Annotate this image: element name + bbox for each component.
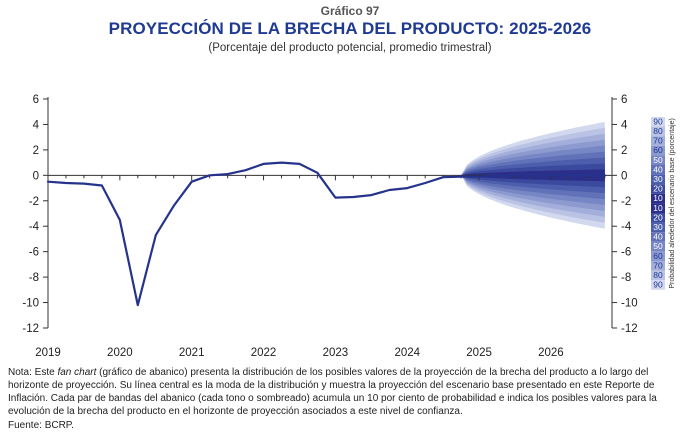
left-tick-label: -12	[22, 323, 39, 335]
right-tick-label: 2	[621, 145, 627, 157]
legend-label: 10	[653, 193, 663, 203]
legend-label: 40	[653, 164, 663, 174]
right-tick-label: 4	[621, 119, 628, 131]
chart-title: PROYECCIÓN DE LA BRECHA DEL PRODUCTO: 20…	[108, 19, 592, 38]
legend-label: 80	[653, 126, 663, 136]
legend-swatch	[651, 174, 665, 185]
right-tick-label: -12	[621, 323, 638, 335]
right-tick-label: -6	[621, 247, 631, 259]
legend-swatch	[651, 136, 665, 146]
left-tick-label: -2	[29, 196, 39, 208]
year-label: 2022	[251, 347, 277, 359]
legend-swatch	[651, 251, 665, 261]
fan-chart: 6 64 42 20 0-2 -2-4 -4-6 -6-8 -8-10 -10-12 -122019…	[22, 94, 676, 359]
left-tick-label: 2	[33, 145, 39, 157]
legend-swatch	[651, 165, 665, 175]
right-tick-label: -2	[621, 196, 631, 208]
legend-label: 50	[653, 155, 663, 165]
legend-label: 20	[653, 184, 663, 194]
chart-subtitle: (Porcentaje del producto potencial, prom…	[208, 42, 492, 54]
legend-swatch	[651, 155, 665, 165]
legend-label: 80	[653, 270, 663, 280]
legend-label: 90	[653, 280, 663, 290]
legend-swatch	[651, 184, 665, 194]
legend-swatch	[651, 232, 665, 242]
output-gap-series-line	[46, 161, 606, 307]
legend-label: 90	[653, 116, 663, 126]
legend-swatch	[651, 193, 665, 204]
legend-label: 70	[653, 260, 663, 270]
chart-axes: 6 6 4 4 2 2 0 0 -2 -2 -4 -4 -6 -6 -8 -8 -10 -10 -12 -12 2019…	[22, 94, 637, 359]
year-label: 2024	[394, 347, 420, 359]
legend-swatch	[651, 270, 665, 281]
legend-label: 50	[653, 241, 663, 251]
output-gap-line	[46, 161, 606, 307]
right-tick-label: -10	[621, 298, 638, 310]
chart-note: Nota: Este fan chart (gráfico de abanico…	[8, 366, 692, 418]
legend-label: 20	[653, 212, 663, 222]
chart-supertitle: Gráfico 97	[320, 4, 380, 18]
legend-swatch	[651, 145, 665, 156]
legend-swatch	[651, 126, 665, 137]
legend-swatch	[651, 280, 665, 290]
left-tick-label: -10	[22, 298, 39, 310]
legend-label: 30	[653, 222, 663, 232]
note-text: (gráfico de abanico) presenta la distrib…	[8, 367, 657, 417]
year-label: 2026	[538, 347, 564, 359]
left-tick-label: 4	[33, 119, 40, 131]
note-italic: fan chart	[57, 367, 97, 378]
legend-label: 60	[653, 251, 663, 261]
year-label: 2021	[179, 347, 205, 359]
right-tick-label: 6	[621, 94, 627, 106]
legend-swatch	[651, 213, 665, 223]
legend-title: Probabilidad alrededor del escenario bas…	[669, 118, 676, 288]
right-tick-label: -4	[621, 221, 632, 233]
right-tick-label: -8	[621, 272, 631, 284]
year-label: 2023	[323, 347, 349, 359]
legend-label: 70	[653, 136, 663, 146]
chart-source: Fuente: BCRP.	[8, 420, 74, 431]
note-prefix: Nota: Este	[8, 367, 58, 378]
left-tick-label: -8	[29, 272, 39, 284]
year-label: 2025	[466, 347, 492, 359]
legend-label: 30	[653, 174, 663, 184]
legend-swatch	[651, 241, 665, 252]
year-label: 2020	[107, 347, 133, 359]
legend-label: 40	[653, 232, 663, 242]
left-tick-label: -4	[29, 221, 40, 233]
legend-swatch	[651, 261, 665, 271]
left-tick-label: 0	[33, 170, 39, 182]
legend-label: 60	[653, 145, 663, 155]
legend-swatch	[651, 222, 665, 233]
right-tick-label: 0	[621, 170, 627, 182]
legend-swatch	[651, 117, 665, 127]
left-tick-label: -6	[29, 247, 39, 259]
left-tick-label: 6	[33, 94, 39, 106]
legend-swatch	[651, 203, 665, 213]
legend-label: 10	[653, 203, 663, 213]
year-label: 2019	[35, 347, 61, 359]
